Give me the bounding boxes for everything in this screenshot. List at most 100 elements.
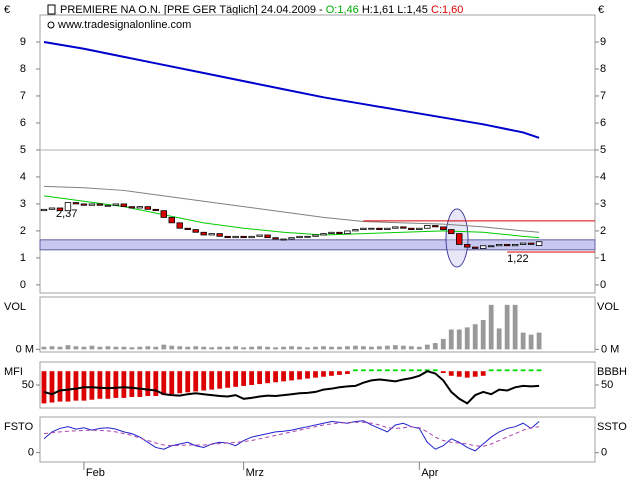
volume-bar (305, 347, 310, 350)
candle (527, 242, 535, 245)
histogram-bar (281, 371, 286, 382)
volume-bar (65, 345, 71, 350)
histogram-bar (337, 371, 342, 375)
candle (112, 203, 120, 206)
histogram-bar (185, 371, 191, 393)
candle (487, 245, 495, 248)
panel-label: VOL (4, 301, 26, 313)
volume-bar (432, 343, 438, 350)
candle (424, 225, 431, 229)
candle (64, 202, 72, 212)
histogram-bar (297, 371, 302, 380)
volume-bar (121, 346, 127, 350)
y-tick-label: 3 (20, 198, 26, 210)
volume-bar (528, 334, 534, 350)
volume-bar (289, 346, 294, 350)
volume-bar (321, 346, 326, 350)
y-tick-label: 7 (20, 90, 26, 102)
header-open: O:1,46 (326, 4, 359, 16)
y-tick-label: 5 (20, 144, 26, 156)
histogram-bar (536, 369, 542, 372)
volume-bar (81, 346, 87, 350)
candle (224, 235, 231, 239)
volume-bar (185, 346, 191, 350)
histogram-bar (121, 371, 127, 398)
volume-bar (209, 347, 215, 350)
header: PREMIERE NA O.N. [PRE GER Täglich] 24.04… (60, 4, 463, 16)
volume-bar (249, 346, 255, 350)
source: www.tradesignalonline.com (57, 19, 191, 31)
candle (232, 235, 239, 239)
volume-bar (472, 324, 478, 350)
histogram-bar (145, 371, 151, 397)
histogram-bar (177, 371, 183, 394)
legend-candle-icon (47, 4, 56, 15)
histogram-bar (392, 369, 398, 372)
y-tick-label: 4 (20, 171, 26, 183)
candle (176, 222, 183, 229)
candle (535, 241, 543, 246)
volume-bar (464, 327, 470, 350)
volume-bar (369, 346, 374, 350)
candle (216, 233, 223, 237)
candle (40, 208, 48, 212)
histogram-bar (504, 369, 510, 372)
panel-label: MFI (4, 366, 23, 378)
y-tick-label-right: 0 M (601, 343, 619, 355)
volume-bar (376, 346, 382, 350)
candle (344, 230, 351, 235)
indicator-line (43, 420, 540, 452)
volume-bar (49, 346, 55, 350)
volume-bar (488, 304, 494, 350)
histogram-bar (289, 371, 294, 381)
histogram-bar (321, 371, 326, 377)
histogram-bar (57, 371, 63, 402)
histogram-bar (65, 371, 71, 402)
histogram-bar (464, 371, 470, 378)
moving-average (43, 41, 540, 139)
histogram-bar (345, 371, 350, 374)
histogram-bar (265, 371, 270, 384)
volume-bar (113, 346, 119, 350)
candle (256, 234, 263, 237)
histogram-bar (249, 371, 255, 385)
candle (304, 235, 311, 238)
volume-bar (297, 346, 302, 350)
candle (200, 231, 207, 236)
histogram-bar (153, 371, 159, 397)
histogram-bar (496, 369, 502, 372)
candle (336, 231, 343, 235)
histogram-bar (512, 369, 518, 372)
histogram-bar (273, 371, 278, 383)
currency-right: € (598, 4, 604, 16)
volume-bar (153, 346, 159, 350)
volume-bar (448, 329, 454, 350)
histogram-bar (225, 371, 231, 388)
volume-bar (169, 345, 175, 350)
volume-bar (384, 345, 390, 350)
moving-average (43, 185, 540, 233)
volume-bar (241, 347, 247, 350)
histogram-bar (217, 371, 223, 389)
histogram-bar (488, 369, 494, 372)
source-icon (47, 21, 55, 29)
volume-bar (137, 346, 143, 350)
x-tick-label: Mrz (246, 467, 264, 479)
support-band (39, 239, 596, 251)
candle (400, 226, 407, 229)
histogram-bar (105, 371, 111, 399)
candle (448, 229, 455, 235)
volume-bar (456, 329, 462, 350)
candle (288, 237, 295, 240)
histogram-bar (81, 371, 87, 401)
y-tick-label: 50 (22, 379, 34, 391)
histogram-bar (257, 371, 262, 385)
y-tick-label: 9 (20, 36, 26, 48)
candle (104, 204, 112, 207)
histogram-bar (113, 371, 119, 398)
candle (480, 245, 487, 249)
candle (416, 227, 423, 230)
candle (368, 227, 375, 230)
volume-bar (177, 346, 183, 350)
histogram-bar (241, 371, 247, 386)
